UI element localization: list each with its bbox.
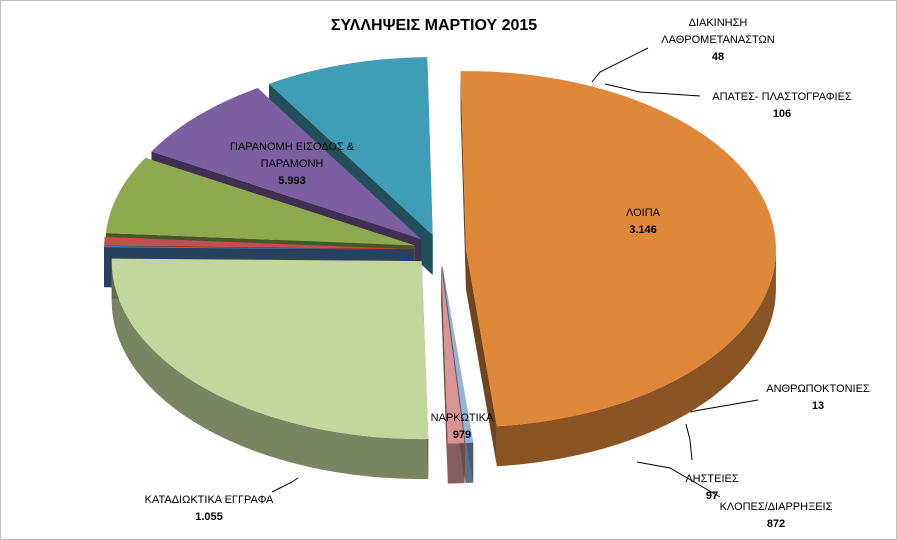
data-label: ΑΠΑΤΕΣ- ΠΛΑΣΤΟΓΡΑΦΙΕΣ 106: [712, 91, 852, 120]
data-label-value: 979: [453, 429, 471, 441]
data-label-category: ΛΑΘΡΟΜΕΤΑΝΑΣΤΩΝ: [661, 34, 774, 46]
leader-line: [636, 461, 721, 498]
data-label-value: 3.146: [629, 224, 657, 236]
data-label-value: 48: [712, 51, 724, 63]
data-label-category: ΛΗΣΤΕΙΕΣ: [685, 473, 739, 485]
pie-slice-top: [104, 246, 415, 250]
data-label-value: 872: [767, 518, 785, 530]
data-label: ΑΝΘΡΩΠΟΚΤΟΝΙΕΣ 13: [766, 383, 870, 412]
chart-title: ΣΥΛΛΗΨΕΙΣ ΜΑΡΤΙΟΥ 2015: [331, 17, 537, 34]
pie-slice-top: [442, 265, 474, 444]
data-label-category: ΑΝΘΡΩΠΟΚΤΟΝΙΕΣ: [766, 383, 870, 395]
data-label-value: 106: [773, 108, 791, 120]
data-label-value: 13: [812, 400, 824, 412]
leader-line: [604, 83, 701, 97]
pie-slice: [111, 258, 429, 480]
data-label: ΛΗΣΤΕΙΕΣ 97: [685, 473, 739, 502]
pie-slice-cut-face: [465, 249, 497, 467]
data-label: ΛΟΙΠΑ 3.146: [626, 207, 661, 236]
data-label: ΚΑΤΑΔΙΩΚΤΙΚΑ ΕΓΓΡΑΦΑ 1.055: [145, 494, 274, 523]
pie-slice-top: [460, 71, 776, 427]
data-label: ΚΛΟΠΕΣ/ΔΙΑΡΡΗΞΕΙΣ 872: [720, 501, 833, 530]
pie-slice-top: [269, 57, 433, 236]
data-label-category: ΑΠΑΤΕΣ- ΠΛΑΣΤΟΓΡΑΦΙΕΣ: [712, 91, 852, 103]
data-labels: ΠΑΡΑΝΟΜΗ ΕΙΣΟΔΟΣ & ΠΑΡΑΜΟΝΗ 5.993 ΔΙΑΚΙΝΗΣΗ…: [145, 17, 870, 530]
leader-line: [689, 399, 759, 413]
data-label: ΝΑΡΚΩΤΙΚΑ 979: [431, 412, 494, 441]
leader-lines: [271, 47, 759, 498]
pie-slice-cut-face: [460, 71, 466, 290]
data-label-value: 97: [706, 490, 718, 502]
leader-line: [271, 477, 299, 493]
data-label-category: ΚΛΟΠΕΣ/ΔΙΑΡΡΗΞΕΙΣ: [720, 501, 833, 513]
leader-line: [685, 423, 693, 461]
pie-slice-side: [447, 443, 465, 484]
pie-slices: [104, 57, 776, 484]
pie-slice-cut-face: [441, 265, 448, 484]
data-label-category: ΝΑΡΚΩΤΙΚΑ: [431, 412, 494, 424]
data-label-category: ΠΑΡΑΜΟΝΗ: [261, 158, 324, 170]
pie-slice-top: [105, 157, 416, 246]
leader-line: [591, 47, 649, 83]
pie-slice-side: [111, 261, 429, 480]
pie-slice-top: [151, 88, 422, 240]
data-label: ΠΑΡΑΝΟΜΗ ΕΙΣΟΔΟΣ & ΠΑΡΑΜΟΝΗ 5.993: [230, 141, 355, 187]
pie-slice: [460, 71, 776, 467]
pie-slice-top: [111, 258, 429, 440]
pie-slice-top: [441, 265, 465, 444]
pie-slice-top: [104, 236, 415, 250]
pie-slice-side: [496, 249, 776, 467]
pie-slice: [441, 265, 465, 484]
data-label-category: ΔΙΑΚΙΝΗΣΗ: [689, 17, 748, 29]
data-label: ΔΙΑΚΙΝΗΣΗ ΛΑΘΡΟΜΕΤΑΝΑΣΤΩΝ 48: [661, 17, 774, 63]
data-label-value: 1.055: [195, 511, 223, 523]
data-label-value: 5.993: [278, 175, 306, 187]
data-label-category: ΠΑΡΑΝΟΜΗ ΕΙΣΟΔΟΣ &: [230, 141, 355, 153]
data-label-category: ΛΟΙΠΑ: [626, 207, 661, 219]
data-label-category: ΚΑΤΑΔΙΩΚΤΙΚΑ ΕΓΓΡΑΦΑ: [145, 494, 274, 506]
